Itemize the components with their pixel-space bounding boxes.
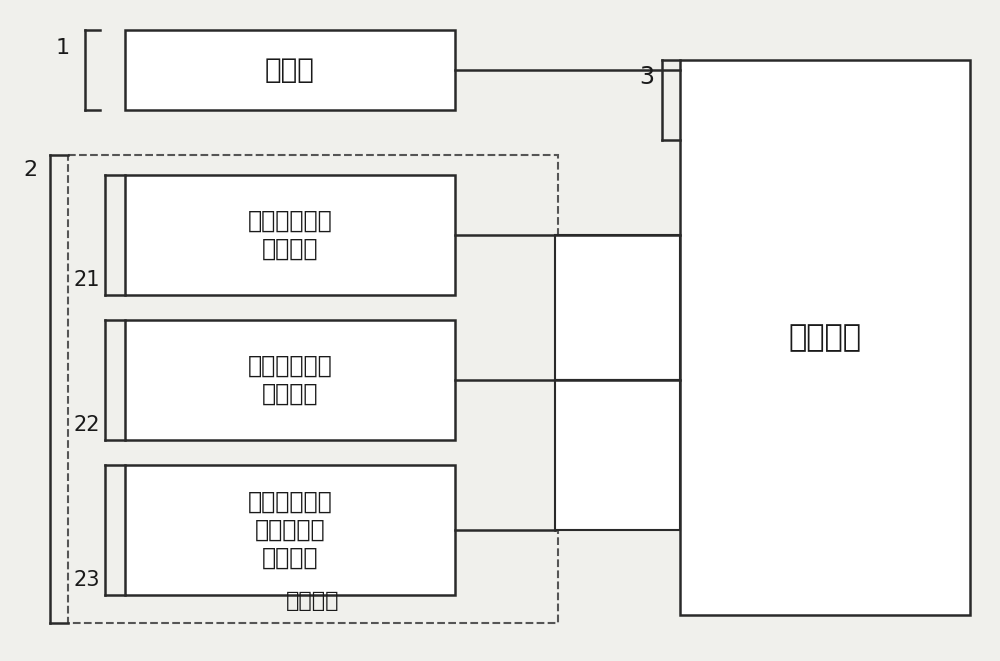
Text: 移动通信信号
收发模块: 移动通信信号 收发模块 bbox=[248, 209, 332, 261]
Text: 摄像头: 摄像头 bbox=[265, 56, 315, 84]
Text: 22: 22 bbox=[74, 415, 100, 435]
Text: 差分定位信号
收发模块: 差分定位信号 收发模块 bbox=[248, 354, 332, 406]
Text: 23: 23 bbox=[74, 570, 100, 590]
Bar bbox=[68, 155, 558, 623]
Bar bbox=[125, 30, 455, 110]
Text: 3: 3 bbox=[640, 65, 654, 89]
Bar bbox=[125, 175, 455, 295]
Text: 控制模块: 控制模块 bbox=[788, 323, 862, 352]
Text: 1: 1 bbox=[56, 38, 70, 58]
Text: 2: 2 bbox=[23, 160, 37, 180]
Text: 通信模块: 通信模块 bbox=[286, 591, 340, 611]
Bar bbox=[125, 320, 455, 440]
Bar bbox=[555, 380, 680, 530]
Text: 车对外界的信
息交换信号
收发模块: 车对外界的信 息交换信号 收发模块 bbox=[248, 490, 332, 570]
Bar bbox=[680, 60, 970, 615]
Bar bbox=[125, 465, 455, 595]
Bar bbox=[555, 235, 680, 380]
Text: 21: 21 bbox=[74, 270, 100, 290]
